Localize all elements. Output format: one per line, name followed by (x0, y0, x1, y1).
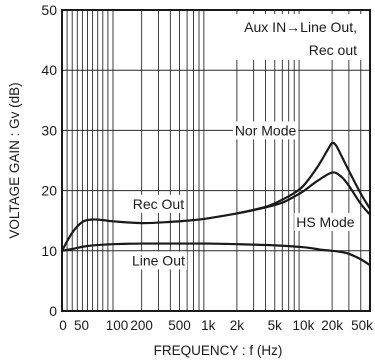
annotation-nor-mode: Nor Mode (235, 122, 297, 138)
x-axis-title: FREQUENCY : f (Hz) (154, 343, 283, 358)
annotation-line-out-background (129, 251, 187, 270)
annotation-rec-out-background (130, 194, 187, 213)
y-tick-label: 30 (41, 122, 57, 138)
x-tick-label: 2k (230, 318, 245, 333)
y-tick-label: 10 (41, 243, 57, 259)
annotation-hs-mode-background (294, 212, 357, 231)
annotation-line-out: Line Out (132, 252, 185, 268)
y-tick-label: 50 (41, 2, 57, 18)
y-tick-labels: 0 10 20 30 40 50 (41, 2, 57, 319)
condition-label-line1: Aux IN→Line Out, (244, 19, 357, 35)
annotation-nor-mode-background (232, 121, 299, 140)
condition-label-line2: Rec out (309, 42, 357, 58)
curves (60, 141, 372, 267)
x-tick-label: 5k (268, 318, 283, 333)
x-tick-label: 20k (321, 318, 343, 333)
annotation-hs-mode: HS Mode (296, 214, 355, 230)
x-tick-label: 10k (293, 318, 315, 333)
x-tick-label: 100 (106, 318, 129, 333)
curve-nor-mode (235, 141, 372, 215)
plot-frame (61, 9, 371, 312)
x-tick-label: 50 (74, 318, 89, 333)
y-tick-label: 20 (41, 183, 57, 199)
x-tick-label: 200 (130, 318, 153, 333)
curve-annotations: Nor Mode Rec Out HS Mode Line Out (129, 121, 357, 270)
condition-label-background (212, 14, 362, 60)
x-tick-labels: 0 50 100 200 500 1k 2k 5k 10k 20k 50k (59, 318, 373, 333)
x-tick-label: 50k (351, 318, 373, 333)
y-tick-label: 0 (49, 303, 57, 319)
x-tick-label: 0 (59, 318, 67, 333)
annotation-rec-out: Rec Out (133, 196, 184, 212)
y-tick-label: 40 (41, 62, 57, 78)
x-tick-label: 500 (168, 318, 191, 333)
condition-label: Aux IN→Line Out, Rec out (212, 14, 362, 60)
y-axis-title: VOLTAGE GAIN : Gv (dB) (7, 82, 22, 238)
x-tick-label: 1k (201, 318, 216, 333)
curve-line-out (60, 242, 372, 267)
